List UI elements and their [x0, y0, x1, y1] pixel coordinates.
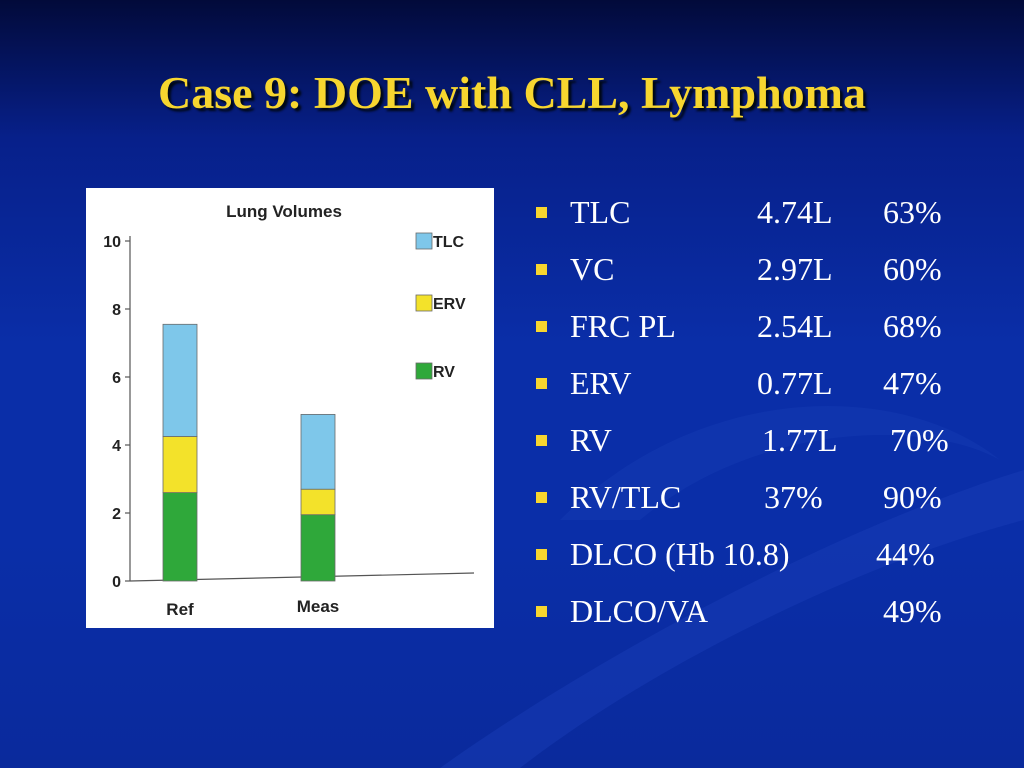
x-tick-label: Ref: [166, 600, 194, 619]
bar-segment-rv: [162, 492, 198, 582]
bullet-percent: 49%: [883, 593, 942, 629]
bullet-percent: 47%: [883, 365, 942, 401]
chart-title: Lung Volumes: [226, 202, 342, 221]
bullet-percent: 70%: [890, 422, 949, 458]
bullet-item-rv: RV 1.77L 70%: [530, 418, 1010, 475]
bar-segment-erv: [300, 488, 336, 516]
bullet-item-rv-tlc: RV/TLC 37% 90%: [530, 475, 1010, 532]
bullet-square-icon: [536, 378, 547, 389]
bullet-percent: 60%: [883, 251, 942, 287]
bullet-square-icon: [536, 435, 547, 446]
bullet-label: DLCO/VA: [570, 593, 709, 629]
y-tick-label: 4: [112, 438, 121, 455]
bullet-label: TLC: [570, 194, 631, 230]
bullet-label: RV: [570, 422, 612, 458]
bullet-item-tlc: TLC 4.74L 63%: [530, 190, 1010, 247]
legend-label: ERV: [433, 296, 466, 313]
legend-label: RV: [433, 364, 455, 381]
bullet-percent: 90%: [883, 479, 942, 515]
bullet-label: RV/TLC: [570, 479, 682, 515]
bullet-value: 1.77L: [762, 422, 838, 458]
bullet-percent: 68%: [883, 308, 942, 344]
bullet-square-icon: [536, 492, 547, 503]
x-tick-label: Meas: [297, 597, 340, 616]
bullet-square-icon: [536, 321, 547, 332]
y-tick-label: 2: [112, 506, 121, 523]
bullet-percent: 44%: [876, 536, 935, 572]
bar-segment-tlc: [162, 323, 198, 437]
bullet-item-erv: ERV 0.77L 47%: [530, 361, 1010, 418]
y-tick-label: 6: [112, 370, 121, 387]
slide-title: Case 9: DOE with CLL, Lymphoma: [158, 67, 866, 118]
y-tick-label: 0: [112, 574, 121, 591]
bar-segment-erv: [162, 436, 198, 493]
legend-swatch: [415, 232, 433, 250]
bullet-square-icon: [536, 207, 547, 218]
chart-canvas: Lung Volumes 0 2 4 6 8 10 Ref Meas TLC ERV RV: [103, 202, 475, 619]
bar-segment-tlc: [300, 413, 336, 490]
bullet-item-vc: VC 2.97L 60%: [530, 247, 1010, 304]
legend-label: TLC: [433, 234, 465, 251]
legend-swatch: [415, 294, 433, 312]
bullet-list: TLC 4.74L 63% VC 2.97L 60% FRC PL 2.54L …: [530, 190, 1010, 646]
bullet-value: 37%: [764, 479, 823, 515]
bullet-percent: 63%: [883, 194, 942, 230]
bullet-value: 0.77L: [757, 365, 833, 401]
bullet-item-frc-pl: FRC PL 2.54L 68%: [530, 304, 1010, 361]
bullet-square-icon: [536, 606, 547, 617]
bar-segment-rv: [300, 514, 336, 582]
legend-swatch: [415, 362, 433, 380]
bullet-label: VC: [570, 251, 615, 287]
bullet-item-dlco-va: DLCO/VA 49%: [530, 589, 1010, 646]
bullet-item-dlco: DLCO (Hb 10.8) 44%: [530, 532, 1010, 589]
bullet-value: 2.97L: [757, 251, 833, 287]
y-tick-label: 8: [112, 302, 121, 319]
bullet-value: 4.74L: [757, 194, 833, 230]
y-tick-label: 10: [103, 234, 121, 251]
bullet-label: FRC PL: [570, 308, 676, 344]
bullet-square-icon: [536, 264, 547, 275]
bullet-value: 2.54L: [757, 308, 833, 344]
bullet-label: ERV: [570, 365, 632, 401]
bullet-label: DLCO (Hb 10.8): [570, 536, 790, 572]
lung-volumes-chart: Lung Volumes 0 2 4 6 8 10 Ref Meas TLC ERV RV: [86, 188, 494, 628]
bullet-square-icon: [536, 549, 547, 560]
